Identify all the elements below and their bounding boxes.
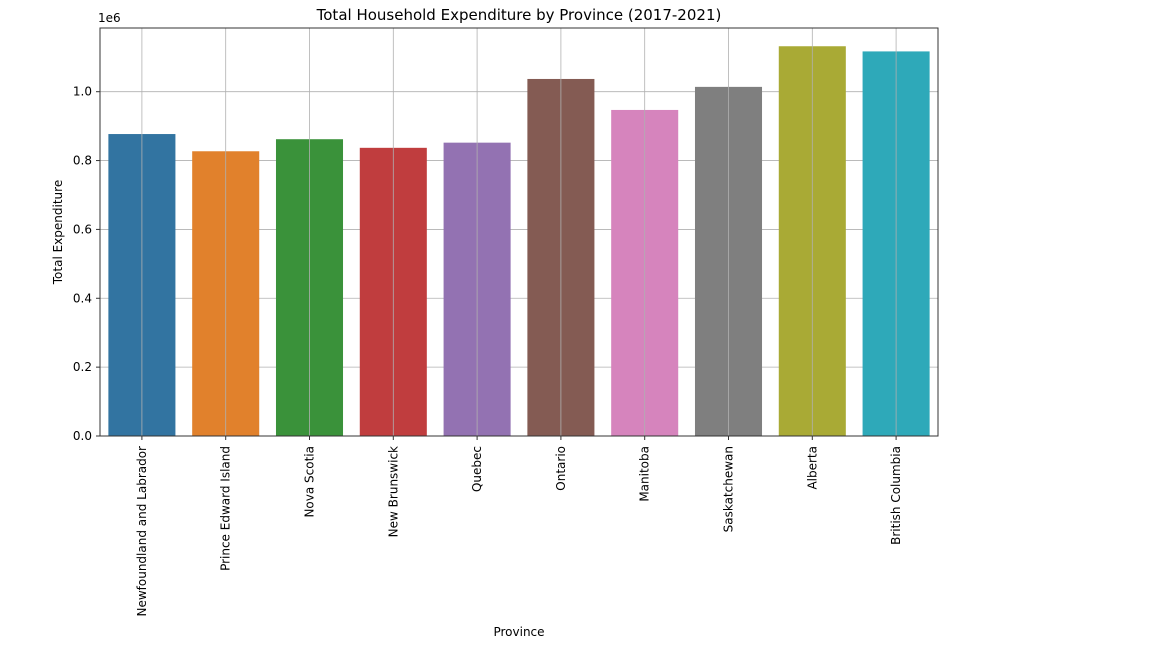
vertical-grid	[141, 28, 897, 436]
y-axis-label: Total Expenditure	[51, 180, 65, 285]
y-tick-label: 0.6	[73, 222, 92, 236]
x-tick-label: Newfoundland and Labrador	[135, 446, 149, 617]
x-tick-label: Prince Edward Island	[219, 446, 233, 571]
y-tick-label: 1.0	[73, 85, 92, 99]
bars	[108, 46, 930, 437]
y-tick-label: 0.0	[73, 429, 92, 443]
plot-area-frame	[99, 27, 939, 437]
x-tick-label: Alberta	[805, 446, 819, 490]
y-tick-label: 0.8	[73, 154, 92, 168]
x-tick-label: Ontario	[554, 446, 568, 491]
x-tick-label: Saskatchewan	[722, 446, 736, 532]
x-axis-ticks: Newfoundland and Labrador Prince Edward I…	[135, 436, 903, 617]
chart-title: Total Household Expenditure by Province …	[316, 6, 722, 24]
y-axis-offset-label: 1e6	[98, 11, 121, 25]
x-tick-label: Nova Scotia	[303, 446, 317, 518]
y-tick-label: 0.2	[73, 360, 92, 374]
x-tick-label: Quebec	[470, 446, 484, 492]
x-tick-label: New Brunswick	[386, 446, 400, 537]
y-tick-label: 0.4	[73, 291, 92, 305]
y-axis-ticks: 0.0 0.2 0.4 0.6 0.8 1.0	[73, 85, 100, 443]
x-axis-label: Province	[493, 625, 544, 639]
x-tick-label: British Columbia	[889, 446, 903, 545]
x-tick-label: Manitoba	[638, 446, 652, 502]
